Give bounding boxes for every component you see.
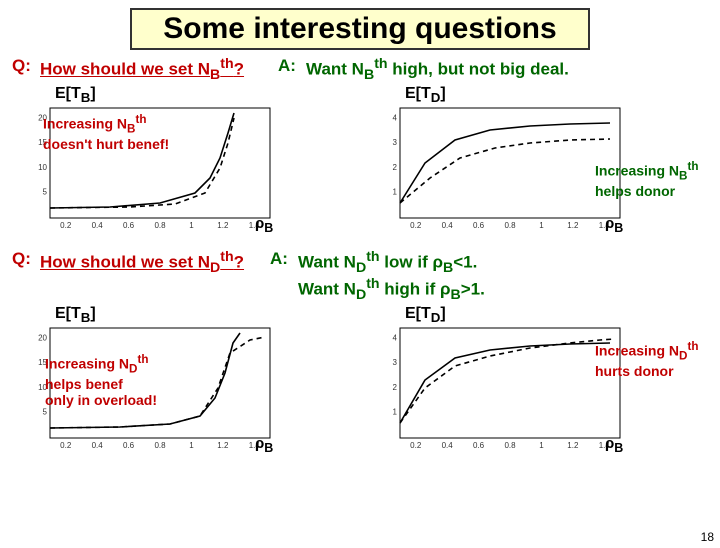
svg-text:0.4: 0.4	[442, 221, 454, 230]
svg-text:0.8: 0.8	[504, 221, 516, 230]
svg-text:0.8: 0.8	[154, 221, 166, 230]
a1-label: A:	[278, 56, 306, 76]
svg-text:1: 1	[393, 408, 398, 417]
svg-text:3: 3	[393, 138, 398, 147]
svg-text:0.4: 0.4	[92, 221, 104, 230]
charts-row-2: E[TB]20151050.20.40.60.811.21.4ρBIncreas…	[10, 305, 710, 465]
chart-annotation: Increasing NDthhurts donor	[595, 340, 698, 379]
chart-top-right: E[TD]43210.20.40.60.811.21.4ρBIncreasing…	[365, 85, 705, 245]
svg-text:3: 3	[393, 358, 398, 367]
chart-bottom-right: E[TD]43210.20.40.60.811.21.4ρBIncreasing…	[365, 305, 705, 465]
svg-text:2: 2	[393, 383, 398, 392]
svg-text:1: 1	[393, 188, 398, 197]
svg-text:1.2: 1.2	[567, 441, 579, 450]
svg-text:0.4: 0.4	[92, 441, 104, 450]
svg-text:0.2: 0.2	[60, 441, 72, 450]
chart-xlabel: ρB	[605, 435, 623, 455]
page-number: 18	[701, 530, 714, 544]
a1-text: Want NBth high, but not big deal.	[306, 56, 569, 83]
svg-text:0.2: 0.2	[60, 221, 72, 230]
qa-row-1: Q: How should we set NBth? A: Want NBth …	[12, 56, 708, 83]
chart-annotation: Increasing NDthhelps benefonly in overlo…	[45, 353, 157, 408]
svg-text:1.2: 1.2	[217, 221, 229, 230]
chart-annotation: Increasing NBthdoesn't hurt benef!	[43, 113, 169, 152]
svg-text:0.8: 0.8	[154, 441, 166, 450]
q1-text: How should we set NBth?	[40, 56, 244, 83]
chart-xlabel: ρB	[255, 435, 273, 455]
svg-text:0.6: 0.6	[123, 441, 135, 450]
svg-text:10: 10	[38, 163, 47, 172]
svg-text:0.4: 0.4	[442, 441, 454, 450]
charts-row-1: E[TB]20151050.20.40.60.811.21.4ρBIncreas…	[10, 85, 710, 245]
svg-text:2: 2	[393, 163, 398, 172]
svg-text:1: 1	[539, 221, 544, 230]
svg-text:4: 4	[393, 334, 398, 343]
chart-annotation: Increasing NBthhelps donor	[595, 160, 698, 199]
svg-text:1: 1	[189, 221, 194, 230]
q1-label: Q:	[12, 56, 40, 76]
q2-text: How should we set NDth?	[40, 249, 244, 276]
svg-text:0.6: 0.6	[473, 441, 485, 450]
chart-xlabel: ρB	[605, 215, 623, 235]
svg-text:0.6: 0.6	[473, 221, 485, 230]
svg-text:1: 1	[539, 441, 544, 450]
svg-text:0.2: 0.2	[410, 441, 422, 450]
q2-label: Q:	[12, 249, 40, 269]
svg-text:5: 5	[43, 408, 48, 417]
svg-text:20: 20	[38, 334, 47, 343]
a2-text: Want NDth low if ρB<1.Want NDth high if …	[298, 249, 485, 303]
svg-text:5: 5	[43, 188, 48, 197]
svg-text:1.2: 1.2	[567, 221, 579, 230]
svg-text:0.6: 0.6	[123, 221, 135, 230]
qa-row-2: Q: How should we set NDth? A: Want NDth …	[12, 249, 708, 303]
slide-title: Some interesting questions	[130, 8, 590, 50]
chart-xlabel: ρB	[255, 215, 273, 235]
svg-text:1: 1	[189, 441, 194, 450]
svg-text:4: 4	[393, 113, 398, 122]
svg-text:1.2: 1.2	[217, 441, 229, 450]
chart-top-left: E[TB]20151050.20.40.60.811.21.4ρBIncreas…	[15, 85, 355, 245]
a2-label: A:	[270, 249, 298, 269]
chart-bottom-left: E[TB]20151050.20.40.60.811.21.4ρBIncreas…	[15, 305, 355, 465]
svg-text:0.8: 0.8	[504, 441, 516, 450]
svg-text:0.2: 0.2	[410, 221, 422, 230]
